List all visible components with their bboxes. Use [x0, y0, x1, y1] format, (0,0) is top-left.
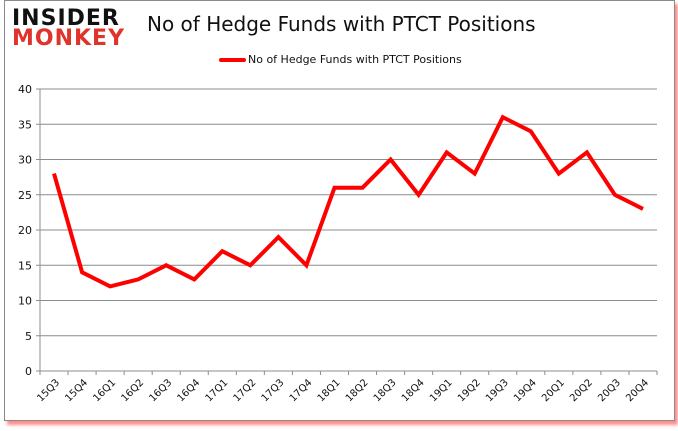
- series-line: [52, 114, 644, 289]
- x-tick-label: 19Q2: [456, 377, 483, 404]
- y-tick-label: 20: [18, 224, 32, 237]
- y-tick-label: 0: [25, 365, 32, 378]
- x-tick-label: 17Q3: [260, 377, 287, 404]
- y-tick-label: 15: [18, 259, 32, 272]
- x-tick-label: 17Q1: [204, 377, 231, 404]
- x-tick-label: 15Q4: [63, 377, 90, 404]
- x-tick-label: 19Q1: [428, 377, 455, 404]
- y-tick-label: 5: [25, 330, 32, 343]
- x-tick-label: 15Q3: [35, 377, 62, 404]
- x-tick-label: 18Q3: [372, 377, 399, 404]
- logo-line2: MONKEY: [12, 26, 126, 51]
- legend-line-swatch-icon: [219, 57, 246, 62]
- x-tick-label: 19Q4: [512, 377, 539, 404]
- chart-legend: No of Hedge Funds with PTCT Positions: [219, 53, 462, 66]
- x-tick-label: 18Q4: [400, 377, 427, 404]
- y-tick-label: 30: [18, 154, 32, 167]
- x-tick-label: 19Q3: [484, 377, 511, 404]
- x-tick-label: 16Q4: [176, 377, 203, 404]
- legend-label: No of Hedge Funds with PTCT Positions: [248, 53, 462, 66]
- x-tick-label: 20Q2: [568, 377, 595, 404]
- y-tick-label: 25: [18, 189, 32, 202]
- y-tick-label: 10: [18, 295, 32, 308]
- x-tick-label: 16Q1: [91, 377, 118, 404]
- x-tick-label: 20Q1: [540, 377, 567, 404]
- x-tick-label: 16Q3: [147, 377, 174, 404]
- insider-monkey-logo: INSIDER MONKEY: [12, 6, 126, 51]
- y-tick-label: 35: [18, 118, 32, 131]
- x-tick-label: 17Q4: [288, 377, 315, 404]
- logo-line1: INSIDER: [12, 6, 120, 31]
- x-tick-label: 16Q2: [119, 377, 146, 404]
- chart-title: No of Hedge Funds with PTCT Positions: [147, 12, 536, 36]
- y-tick-label: 40: [18, 83, 32, 96]
- x-tick-label: 20Q4: [624, 377, 651, 404]
- x-tick-label: 18Q2: [344, 377, 371, 404]
- x-tick-label: 18Q1: [316, 377, 343, 404]
- x-tick-label: 17Q2: [232, 377, 259, 404]
- chart-frame: [4, 0, 675, 421]
- x-tick-label: 20Q3: [596, 377, 623, 404]
